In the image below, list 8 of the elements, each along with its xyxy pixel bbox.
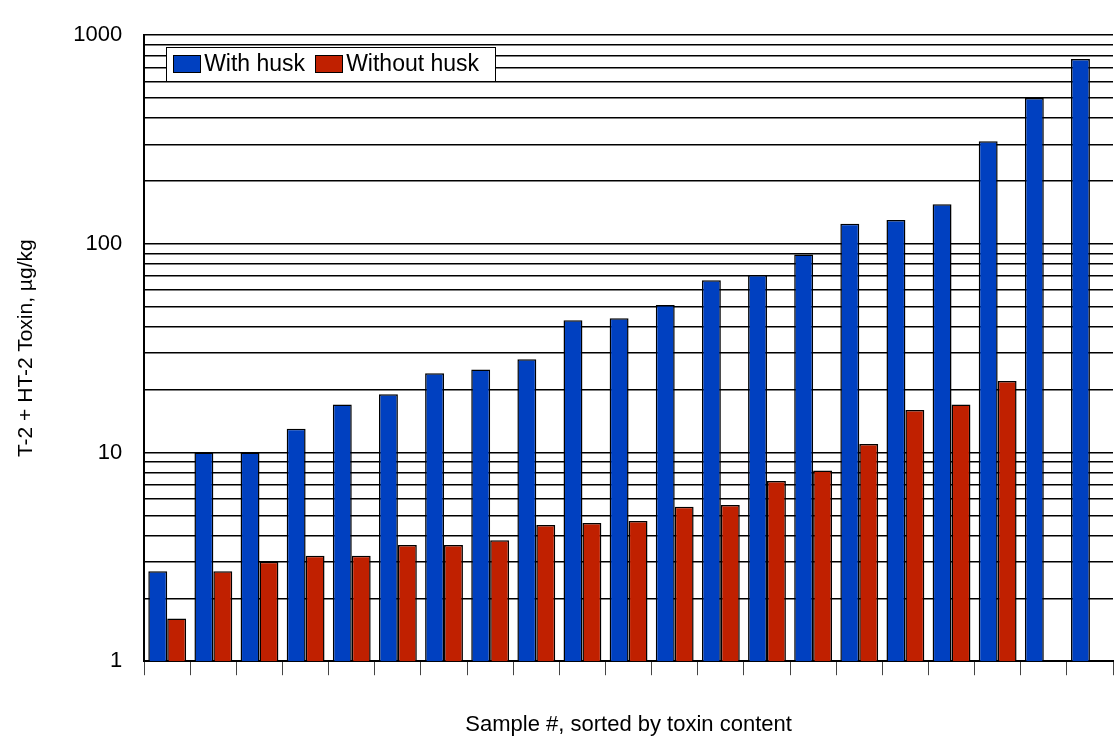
y-tick-label: 100 [85, 229, 123, 255]
y-axis-title: T-2 + HT-2 Toxin, µg/kg [13, 239, 37, 458]
legend-label: Without husk [346, 50, 480, 78]
x-axis-title: Sample #, sorted by toxin content [465, 710, 792, 736]
legend-label: With husk [204, 50, 306, 78]
y-tick-label: 1 [109, 647, 123, 673]
y-tick-label: 1000 [73, 21, 123, 47]
y-tick-label: 10 [97, 438, 123, 464]
